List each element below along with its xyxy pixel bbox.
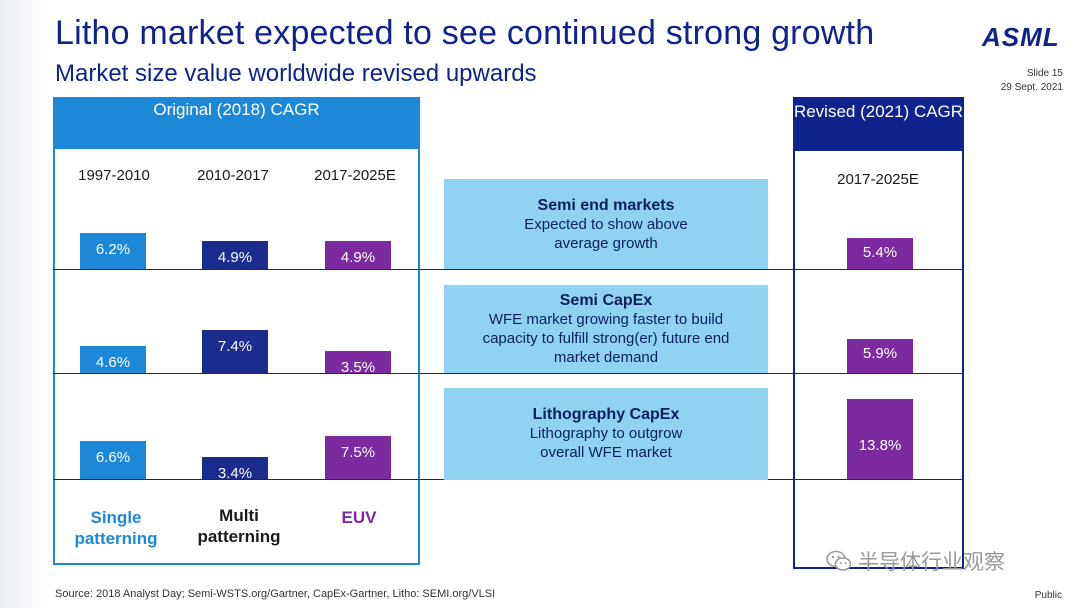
info-box-text: Expected to show above average growth <box>524 216 688 252</box>
bar-revised-row2: 5.9% <box>847 338 913 373</box>
bar-multi-row1: 4.9% <box>202 240 268 269</box>
bar-multi-row2: 7.4% <box>202 330 268 373</box>
slide-number: Slide 15 <box>1026 68 1063 79</box>
row-divider-2 <box>53 373 964 374</box>
slide-title: Litho market expected to see continued s… <box>55 14 875 52</box>
watermark-text: 半导体行业观察 <box>858 551 1005 574</box>
original-cagr-header: Original (2018) CAGR <box>53 97 420 149</box>
info-box-semi-capex: Semi CapEx WFE market growing faster to … <box>444 285 768 373</box>
slide-date: 29 Sept. 2021 <box>1000 82 1063 93</box>
source-note: Source: 2018 Analyst Day; Semi-WSTS.org/… <box>55 588 496 600</box>
label-multi-patterning: Multi patterning <box>197 506 281 546</box>
classification-label: Public <box>1034 590 1062 601</box>
bar-revised-row3: 13.8% <box>847 398 913 479</box>
bar-euv-row1: 4.9% <box>325 240 391 269</box>
info-box-semi-end-markets: Semi end markets Expected to show above … <box>444 179 768 269</box>
bar-euv-row3: 7.5% <box>325 435 391 479</box>
slide-left-accent <box>0 0 46 608</box>
period-header-1: 1997-2010 <box>78 167 150 184</box>
bar-euv-row2: 3.5% <box>325 351 391 376</box>
revised-cagr-header: Revised (2021) CAGR <box>793 97 964 151</box>
asml-logo: ASML <box>982 22 1060 52</box>
label-single-patterning: Single patterning <box>74 508 158 548</box>
bar-revised-row1: 5.4% <box>847 237 913 269</box>
info-box-heading: Lithography CapEx <box>532 406 680 423</box>
info-box-lithography-capex: Lithography CapEx Lithography to outgrow… <box>444 388 768 480</box>
period-header-2: 2010-2017 <box>197 167 269 184</box>
row-divider-1 <box>53 269 964 270</box>
wechat-icon <box>826 550 852 571</box>
slide-subtitle: Market size value worldwide revised upwa… <box>55 60 537 87</box>
bar-single-row1: 6.2% <box>80 233 146 269</box>
bar-multi-row3: 3.4% <box>202 457 268 482</box>
info-box-heading: Semi end markets <box>537 197 675 214</box>
period-header-3: 2017-2025E <box>314 167 396 184</box>
revised-cagr-panel <box>793 97 964 569</box>
revised-period-header: 2017-2025E <box>837 171 919 188</box>
label-euv: EUV <box>341 508 377 527</box>
info-box-text: WFE market growing faster to build capac… <box>482 311 730 366</box>
info-box-heading: Semi CapEx <box>559 292 653 309</box>
bar-single-row3: 6.6% <box>80 440 146 479</box>
info-box-text: Lithography to outgrow overall WFE marke… <box>529 425 683 461</box>
watermark: 半导体行业观察 <box>826 546 1005 576</box>
bar-single-row2: 4.6% <box>80 346 146 373</box>
